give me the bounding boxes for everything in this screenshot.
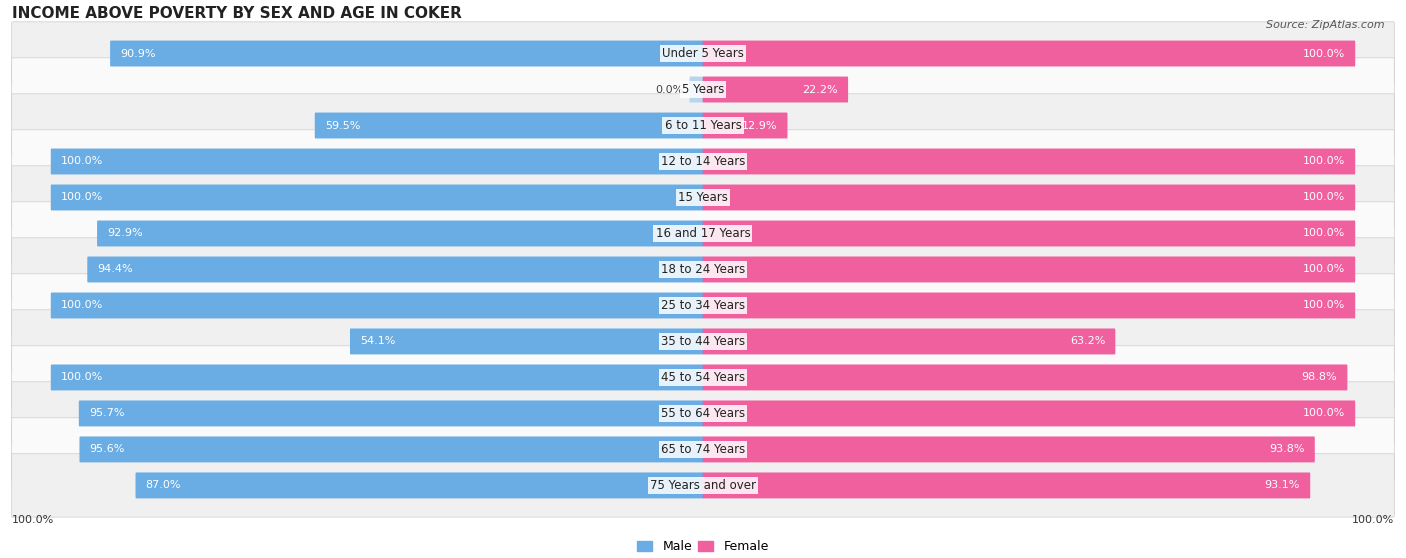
Text: 12.9%: 12.9% [742, 121, 778, 131]
Legend: Male, Female: Male, Female [633, 535, 773, 558]
Text: Source: ZipAtlas.com: Source: ZipAtlas.com [1267, 20, 1385, 30]
Text: Under 5 Years: Under 5 Years [662, 47, 744, 60]
FancyBboxPatch shape [350, 329, 703, 354]
Text: 55 to 64 Years: 55 to 64 Years [661, 407, 745, 420]
Text: 15 Years: 15 Years [678, 191, 728, 204]
Text: 16 and 17 Years: 16 and 17 Years [655, 227, 751, 240]
Text: 100.0%: 100.0% [60, 372, 103, 382]
Text: 100.0%: 100.0% [1303, 300, 1346, 310]
FancyBboxPatch shape [51, 292, 703, 319]
Text: 87.0%: 87.0% [146, 480, 181, 490]
FancyBboxPatch shape [11, 202, 1395, 265]
Text: 5 Years: 5 Years [682, 83, 724, 96]
FancyBboxPatch shape [51, 148, 703, 175]
Text: 100.0%: 100.0% [1303, 49, 1346, 59]
Text: 100.0%: 100.0% [1303, 264, 1346, 275]
Text: 98.8%: 98.8% [1302, 372, 1337, 382]
FancyBboxPatch shape [11, 238, 1395, 301]
Text: 100.0%: 100.0% [60, 193, 103, 203]
FancyBboxPatch shape [703, 76, 848, 103]
Text: INCOME ABOVE POVERTY BY SEX AND AGE IN COKER: INCOME ABOVE POVERTY BY SEX AND AGE IN C… [13, 6, 463, 21]
FancyBboxPatch shape [703, 185, 1355, 210]
FancyBboxPatch shape [703, 473, 1310, 498]
FancyBboxPatch shape [703, 401, 1355, 426]
FancyBboxPatch shape [110, 41, 703, 66]
FancyBboxPatch shape [11, 346, 1395, 409]
FancyBboxPatch shape [11, 418, 1395, 481]
FancyBboxPatch shape [11, 382, 1395, 445]
Text: 100.0%: 100.0% [1351, 514, 1393, 525]
FancyBboxPatch shape [703, 364, 1347, 391]
Text: 65 to 74 Years: 65 to 74 Years [661, 443, 745, 456]
Text: 100.0%: 100.0% [1303, 408, 1346, 418]
Text: 94.4%: 94.4% [97, 264, 134, 275]
FancyBboxPatch shape [703, 220, 1355, 247]
FancyBboxPatch shape [703, 41, 1355, 66]
FancyBboxPatch shape [703, 148, 1355, 175]
FancyBboxPatch shape [703, 292, 1355, 319]
FancyBboxPatch shape [11, 94, 1395, 157]
Text: 63.2%: 63.2% [1070, 336, 1105, 347]
Text: 45 to 54 Years: 45 to 54 Years [661, 371, 745, 384]
Text: 54.1%: 54.1% [360, 336, 395, 347]
FancyBboxPatch shape [11, 58, 1395, 121]
Text: 90.9%: 90.9% [121, 49, 156, 59]
FancyBboxPatch shape [11, 310, 1395, 373]
Text: 12 to 14 Years: 12 to 14 Years [661, 155, 745, 168]
FancyBboxPatch shape [315, 113, 703, 138]
FancyBboxPatch shape [703, 113, 787, 138]
Text: 100.0%: 100.0% [1303, 228, 1346, 238]
Text: 59.5%: 59.5% [325, 121, 360, 131]
Text: 92.9%: 92.9% [107, 228, 143, 238]
FancyBboxPatch shape [11, 166, 1395, 229]
Text: 100.0%: 100.0% [13, 514, 55, 525]
Text: 100.0%: 100.0% [60, 156, 103, 166]
FancyBboxPatch shape [11, 454, 1395, 517]
Text: 75 Years and over: 75 Years and over [650, 479, 756, 492]
Text: 35 to 44 Years: 35 to 44 Years [661, 335, 745, 348]
FancyBboxPatch shape [689, 76, 703, 103]
FancyBboxPatch shape [87, 257, 703, 282]
FancyBboxPatch shape [97, 220, 703, 247]
Text: 93.1%: 93.1% [1264, 480, 1301, 490]
Text: 25 to 34 Years: 25 to 34 Years [661, 299, 745, 312]
FancyBboxPatch shape [80, 436, 703, 463]
FancyBboxPatch shape [703, 329, 1115, 354]
FancyBboxPatch shape [11, 22, 1395, 85]
Text: 100.0%: 100.0% [1303, 156, 1346, 166]
FancyBboxPatch shape [51, 364, 703, 391]
Text: 95.6%: 95.6% [90, 444, 125, 454]
Text: 93.8%: 93.8% [1270, 444, 1305, 454]
Text: 100.0%: 100.0% [60, 300, 103, 310]
Text: 0.0%: 0.0% [655, 84, 683, 94]
FancyBboxPatch shape [135, 473, 703, 498]
FancyBboxPatch shape [79, 401, 703, 426]
Text: 100.0%: 100.0% [1303, 193, 1346, 203]
FancyBboxPatch shape [11, 130, 1395, 193]
FancyBboxPatch shape [703, 436, 1315, 463]
FancyBboxPatch shape [11, 274, 1395, 337]
Text: 18 to 24 Years: 18 to 24 Years [661, 263, 745, 276]
FancyBboxPatch shape [703, 257, 1355, 282]
Text: 95.7%: 95.7% [89, 408, 125, 418]
Text: 6 to 11 Years: 6 to 11 Years [665, 119, 741, 132]
Text: 22.2%: 22.2% [803, 84, 838, 94]
FancyBboxPatch shape [51, 185, 703, 210]
